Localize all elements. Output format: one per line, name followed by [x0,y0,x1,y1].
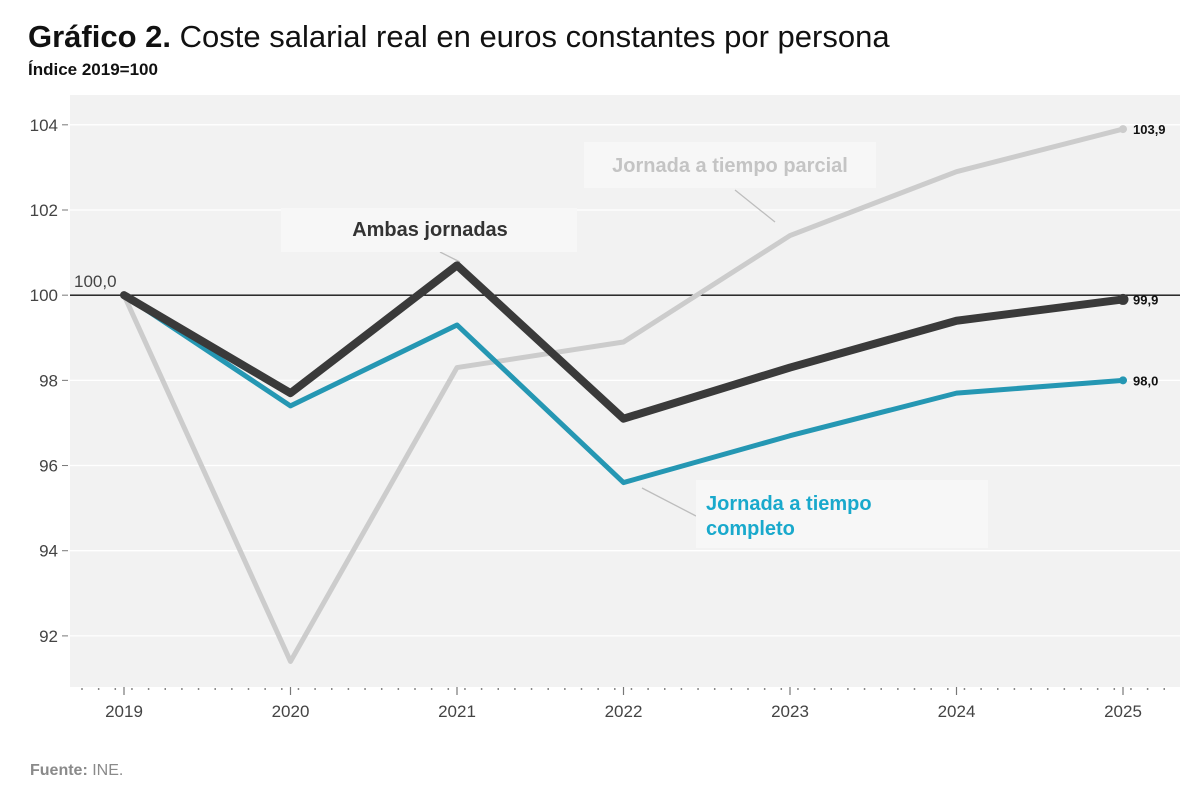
annotation-box [281,208,577,252]
series-endpoint [1117,293,1129,305]
annotation-leader-line [439,251,461,263]
y-tick-label: 102 [30,201,58,220]
annotation-box [696,480,988,548]
x-tick-label: 2020 [272,702,310,721]
source-value: INE. [92,762,124,779]
start-value-label: 100,0 [74,272,117,291]
y-tick-label: 104 [30,116,58,135]
y-tick-label: 96 [39,457,58,476]
x-axis: 2019 2020 2021 2022 2023 2024 2025 [81,687,1165,721]
chart-title-number: Gráfico 2. [28,19,171,54]
end-labels: 103,9 98,0 99,9 [1133,122,1166,388]
annotation-label: Jornada a tiempo parcial [612,155,848,177]
annotation-leaders [439,189,776,517]
x-tick-label: 2025 [1104,702,1142,721]
annotation-leader-line [641,487,697,517]
series-line [120,261,1127,423]
annotations: 100,0 Jornada a tiempo parcial Ambas jorna… [74,142,988,548]
end-value-label: 98,0 [1133,373,1158,388]
y-tick-label: 92 [39,627,58,646]
annotation-leader-line [734,189,776,223]
series-endpoint [1119,376,1127,385]
x-tick-label: 2023 [771,702,809,721]
series-endpoint [1119,125,1127,134]
x-tick-label: 2019 [105,702,143,721]
source-label: Fuente: [30,762,88,779]
annotation-label: Ambas jornadas [352,219,508,241]
annotation-label: Jornada a tiempo completo [706,493,872,540]
x-tick-label: 2021 [438,702,476,721]
end-value-label: 103,9 [1133,122,1166,137]
x-tick-label: 2024 [938,702,976,721]
end-value-label: 99,9 [1133,292,1158,307]
y-axis: 92 94 96 98 100 102 104 [30,116,68,646]
x-tick-label: 2022 [605,702,643,721]
chart-title: Gráfico 2. Coste salarial real en euros … [28,18,890,56]
series-line [121,126,1126,664]
chart-subtitle: Índice 2019=100 [28,60,158,79]
source-note: Fuente: INE. [30,762,123,780]
chart-title-text: Coste salarial real en euros constantes … [179,19,890,54]
series-line [121,292,1126,486]
annotation-box [584,142,876,188]
series-lines [120,125,1129,664]
y-tick-label: 98 [39,371,58,390]
y-tick-label: 100 [30,286,58,305]
y-tick-label: 94 [39,542,58,561]
